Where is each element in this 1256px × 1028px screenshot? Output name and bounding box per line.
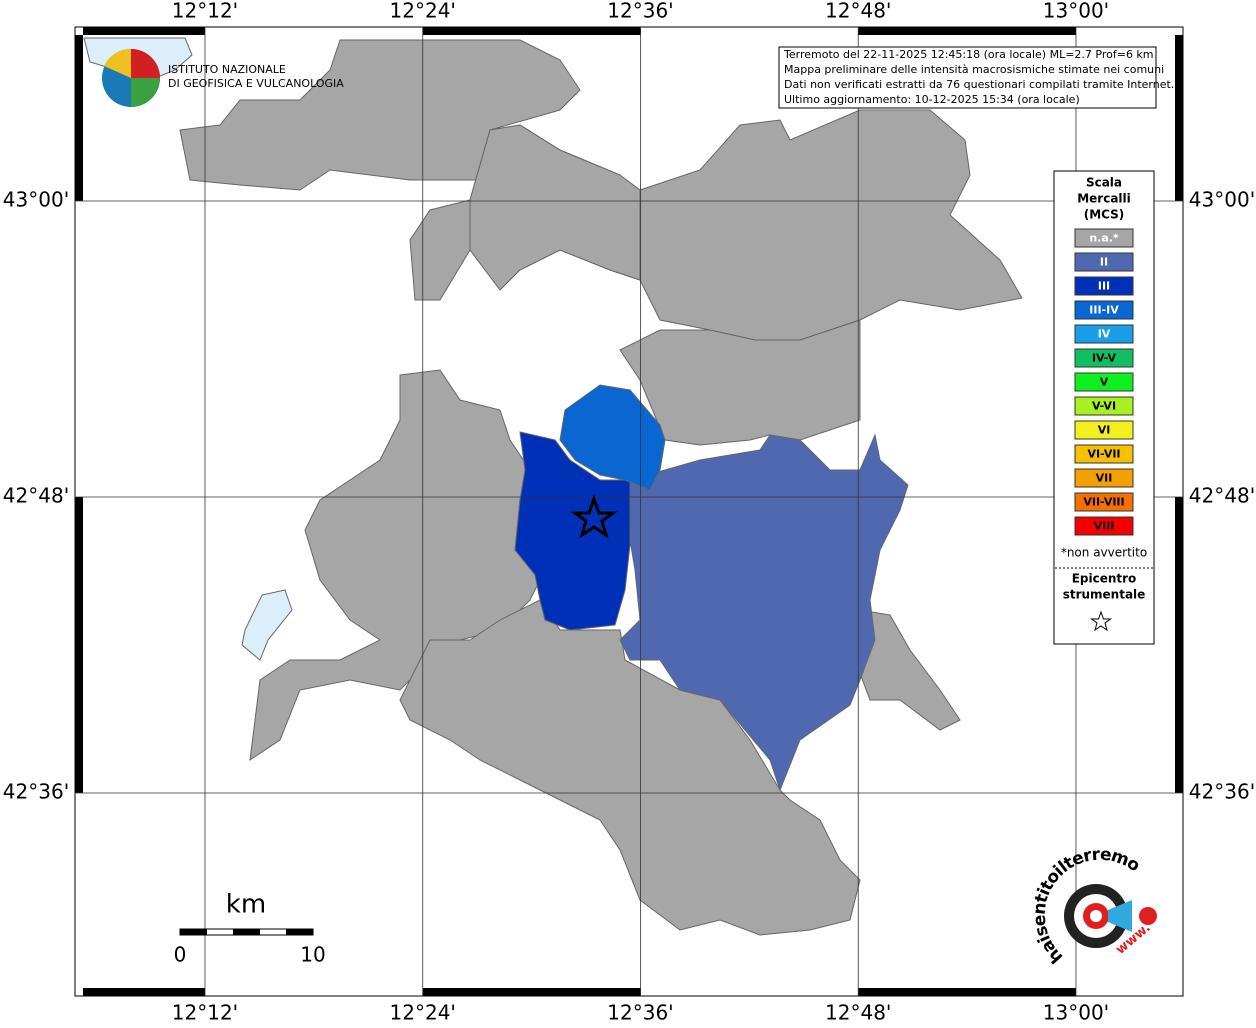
legend-label: VII-VIII [1083,496,1124,509]
legend-swatch [1074,348,1134,368]
logo-text: ISTITUTO NAZIONALE [168,63,286,76]
legend-swatch [1074,420,1134,440]
frame-bars [75,27,1183,996]
y-tick-label: 43°00' [3,188,69,212]
y-tick-label: 43°00' [1189,188,1255,212]
legend-label: VI-VII [1087,448,1120,461]
legend-star [1089,610,1113,632]
y-tick-label: 42°48' [1189,483,1255,507]
legend-swatch [1074,372,1134,392]
scale-start: 0 [174,943,187,967]
legend-label: III [1098,280,1110,293]
legend-swatch [1074,468,1134,488]
x-tick-label: 12°12' [172,1001,238,1025]
info-line: Terremoto del 22-11-2025 12:45:18 (ora l… [783,48,1154,61]
legend: ScalaMercalli(MCS)n.a.*IIIIIIII-IVIVIV-V… [1055,176,1153,602]
info-box [778,46,1157,109]
legend-note: *non avvertito [1061,546,1147,560]
regions [83,37,1023,936]
x-tick-label: 12°24' [390,0,456,23]
legend-swatch [1074,252,1134,272]
legend-swatch [1074,492,1134,512]
legend-swatch [1074,396,1134,416]
legend-label: VI [1098,424,1111,437]
scale-bar: km 0 10 [174,890,326,967]
legend-title: Mercalli [1077,192,1131,206]
legend-swatch [1074,300,1134,320]
legend-label: n.a.* [1089,232,1119,245]
x-tick-label: 12°48' [825,1001,891,1025]
legend-title: (MCS) [1084,208,1125,222]
epicentre-star [570,494,618,539]
ingv-logo: ISTITUTO NAZIONALE DI GEOFISICA E VULCAN… [102,48,344,107]
legend-swatch [1074,276,1134,296]
legend-epicentre: strumentale [1063,588,1146,602]
info-line: Mappa preliminare delle intensità macros… [784,63,1164,76]
scale-end: 10 [300,943,325,967]
x-tick-label: 12°12' [172,0,238,23]
x-tick-label: 12°48' [825,0,891,23]
y-tick-label: 42°48' [3,483,69,507]
scale-unit: km [226,890,266,920]
x-tick-label: 13°00' [1043,1001,1109,1025]
legend-swatch [1074,444,1134,464]
legend-label: III-IV [1089,304,1119,317]
y-tick-label: 42°36' [1189,779,1255,803]
legend-title: Scala [1086,176,1122,190]
y-tick-label: 42°36' [3,779,69,803]
legend-swatch [1074,516,1134,536]
x-tick-label: 12°36' [607,1001,673,1025]
x-tick-label: 12°36' [607,0,673,23]
legend-swatch [1074,324,1134,344]
legend-epicentre: Epicentro [1072,572,1137,586]
legend-label: IV [1098,328,1111,341]
legend-label: V-VI [1092,400,1116,413]
info-line: Ultimo aggiornamento: 10-12-2025 15:34 (… [784,93,1080,106]
x-tick-label: 12°24' [390,1001,456,1025]
x-tick-label: 13°00' [1043,0,1109,23]
legend-label: VII [1096,472,1113,485]
legend-label: V [1100,376,1109,389]
legend-label: IV-V [1092,352,1117,365]
legend-label: VIII [1094,520,1115,533]
info-line: Dati non verificati estratti da 76 quest… [784,78,1174,91]
logo-text: DI GEOFISICA E VULCANOLOGIA [168,77,344,90]
legend-label: II [1100,256,1108,269]
info: Terremoto del 22-11-2025 12:45:18 (ora l… [783,48,1174,106]
legend-swatch [1074,228,1134,248]
